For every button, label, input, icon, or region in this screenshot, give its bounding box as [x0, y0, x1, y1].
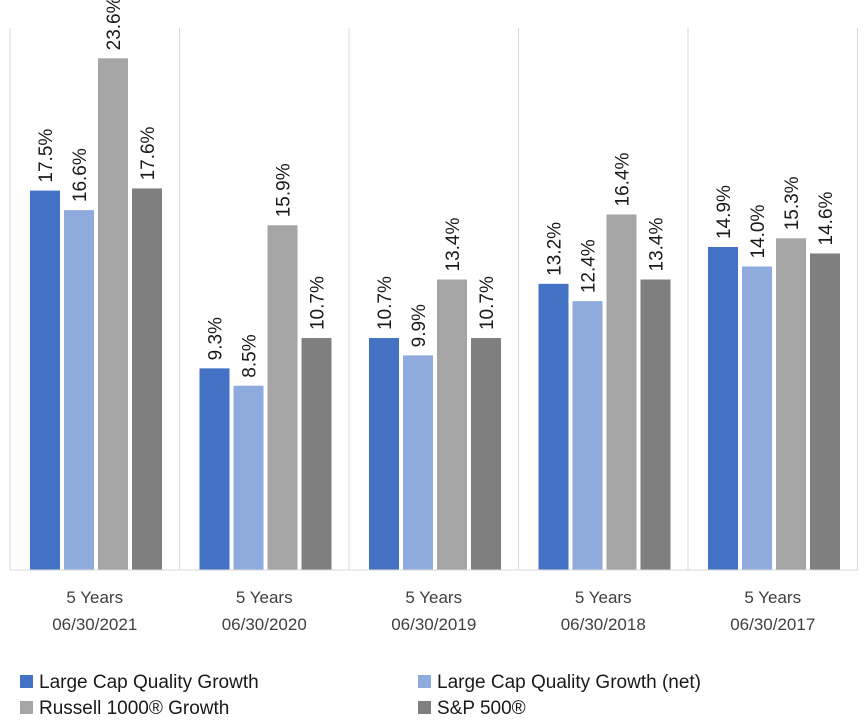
x-tick-label-line1: 5 Years [236, 588, 293, 607]
data-label: 17.5% [36, 129, 57, 183]
bar [64, 210, 94, 570]
bar [132, 188, 162, 570]
data-label: 9.9% [409, 304, 430, 347]
data-label: 8.5% [240, 334, 261, 377]
legend-swatch [418, 701, 431, 714]
bar [369, 338, 399, 570]
legend-swatch [20, 701, 33, 714]
data-label: 10.7% [375, 276, 396, 330]
data-label: 23.6% [104, 0, 125, 50]
bar [538, 283, 569, 570]
legend-label: Large Cap Quality Growth (net) [437, 672, 701, 693]
x-tick-label-line1: 5 Years [66, 588, 123, 607]
bar [742, 266, 772, 570]
data-label: 14.6% [816, 191, 837, 245]
bar [233, 385, 264, 570]
x-tick-label-line2: 06/30/2020 [222, 615, 307, 634]
x-tick-label-line1: 5 Years [744, 588, 801, 607]
bar [403, 355, 433, 570]
bar [810, 253, 840, 571]
x-tick-label-line2: 06/30/2018 [561, 615, 646, 634]
legend-label: Large Cap Quality Growth [39, 672, 259, 693]
bar [98, 58, 128, 571]
data-label: 10.7% [477, 276, 498, 330]
legend-swatch [20, 675, 33, 688]
x-tick-label-line2: 06/30/2021 [52, 615, 137, 634]
x-tick-label-line1: 5 Years [405, 588, 462, 607]
data-label: 13.2% [545, 222, 566, 276]
bar [471, 338, 501, 570]
category-separators [9, 28, 858, 570]
bar [640, 279, 671, 570]
legend-label: Russell 1000® Growth [39, 698, 229, 719]
data-label: 14.0% [748, 205, 769, 259]
x-tick-label-line2: 06/30/2019 [391, 615, 476, 634]
data-label: 16.4% [613, 152, 634, 206]
x-tick-labels: 5 Years 06/30/2021 5 Years 06/30/2020 5 Year… [52, 588, 815, 634]
bar [776, 238, 806, 570]
data-label: 17.6% [138, 126, 159, 180]
data-label: 9.3% [206, 317, 227, 360]
bar [708, 246, 738, 570]
bar [301, 338, 332, 570]
legend-label: S&P 500® [437, 698, 526, 719]
legend-swatch [418, 675, 431, 688]
bar [199, 368, 230, 570]
data-label: 14.9% [714, 185, 735, 239]
data-label: 10.7% [308, 276, 329, 330]
bar [30, 190, 60, 570]
legend: Large Cap Quality Growth Large Cap Qualit… [20, 672, 701, 719]
bar [267, 225, 298, 570]
data-label: 16.6% [70, 148, 91, 202]
data-label: 12.4% [579, 239, 600, 293]
bar [606, 214, 637, 570]
data-labels: 17.5% 16.6% 23.6% 17.6% 9.3% 8.5% 15.9% 10.7% 10… [36, 0, 837, 378]
data-label: 15.3% [782, 176, 803, 230]
bar [572, 301, 603, 570]
data-label: 13.4% [647, 218, 668, 272]
x-tick-label-line2: 06/30/2017 [730, 615, 815, 634]
data-label: 15.9% [274, 163, 295, 217]
bar [437, 279, 467, 570]
x-tick-label-line1: 5 Years [575, 588, 632, 607]
data-label: 13.4% [443, 218, 464, 272]
bars [30, 58, 840, 571]
